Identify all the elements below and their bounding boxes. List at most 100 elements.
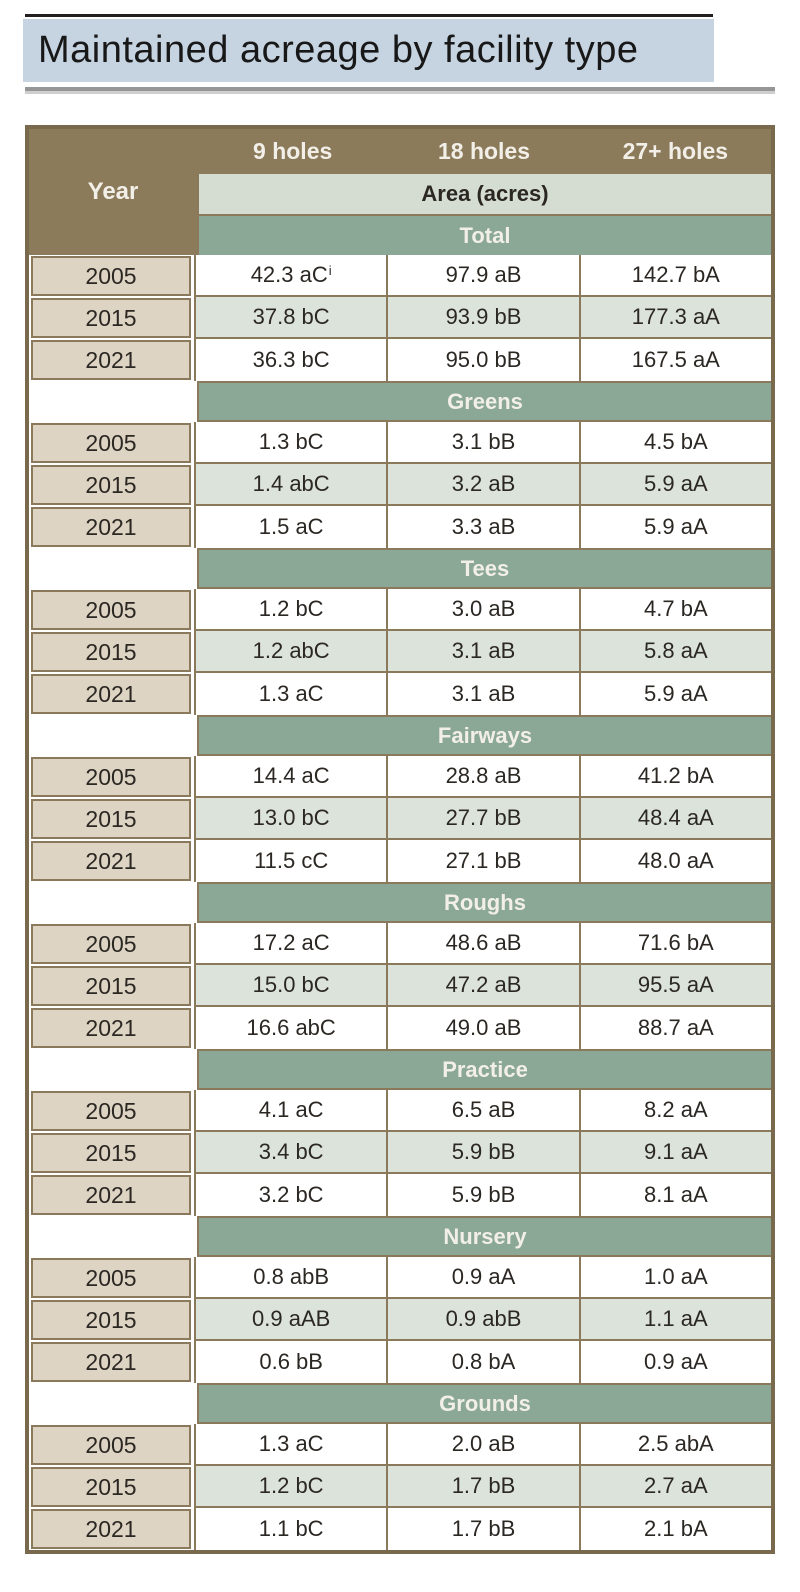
year-cell: 2015 (31, 966, 191, 1006)
data-cell: 5.9 bB (386, 1132, 579, 1174)
table-row: 2015 1.4 abC 3.2 aB 5.9 aA (29, 464, 771, 506)
data-cell: 17.2 aC (194, 923, 387, 965)
section-header-row: Tees (29, 548, 771, 589)
data-cell: 48.4 aA (578, 798, 771, 840)
column-headers-row: 9 holes 18 holes 27+ holes (197, 129, 771, 174)
data-cell: 27.1 bB (386, 840, 579, 882)
data-cell: 4.1 aC (194, 1090, 387, 1132)
data-cell: 1.5 aC (194, 506, 387, 548)
year-cell: 2015 (31, 1300, 191, 1340)
table-row: 2015 1.2 bC 1.7 bB 2.7 aA (29, 1466, 771, 1508)
year-cell: 2021 (31, 1509, 191, 1549)
section-band-total: Total (199, 216, 771, 255)
year-cell: 2015 (31, 465, 191, 505)
data-cell: 0.9 abB (386, 1299, 579, 1341)
table-row: 2005 42.3 aC i 97.9 aB 142.7 bA (29, 255, 771, 297)
table-row: 2021 3.2 bC 5.9 bB 8.1 aA (29, 1174, 771, 1216)
table-row: 2021 1.1 bC 1.7 bB 2.1 bA (29, 1508, 771, 1550)
section-left-spacer (29, 381, 197, 422)
year-cell: 2021 (31, 507, 191, 547)
year-cell: 2021 (31, 1175, 191, 1215)
data-cell: 49.0 aB (386, 1007, 579, 1049)
year-column-header: Year (29, 129, 197, 255)
data-cell: 36.3 bC (194, 339, 387, 381)
section-header-row: Fairways (29, 715, 771, 756)
data-cell: 0.9 aAB (194, 1299, 387, 1341)
table-row: 2015 37.8 bC 93.9 bB 177.3 aA (29, 297, 771, 339)
data-cell: 8.1 aA (578, 1174, 771, 1216)
data-cell: 4.7 bA (578, 589, 771, 631)
data-cell: 13.0 bC (194, 798, 387, 840)
section-left-spacer (29, 882, 197, 923)
data-cell: 28.8 aB (386, 756, 579, 798)
section-band-practice: Practice (197, 1049, 771, 1090)
data-cell: 97.9 aB (386, 255, 579, 297)
data-cell: 1.7 bB (386, 1508, 579, 1550)
data-cell: 3.1 aB (386, 673, 579, 715)
data-cell: 95.0 bB (386, 339, 579, 381)
section-header-row: Greens (29, 381, 771, 422)
section-header-row: Roughs (29, 882, 771, 923)
year-cell: 2015 (31, 1467, 191, 1507)
year-cell: 2015 (31, 632, 191, 672)
table-row: 2021 11.5 cC 27.1 bB 48.0 aA (29, 840, 771, 882)
table-row: 2005 4.1 aC 6.5 aB 8.2 aA (29, 1090, 771, 1132)
data-cell: 1.1 aA (578, 1299, 771, 1341)
data-cell: 2.1 bA (578, 1508, 771, 1550)
data-cell: 48.0 aA (578, 840, 771, 882)
data-cell: 1.2 abC (194, 631, 387, 673)
column-header-27-holes: 27+ holes (622, 138, 729, 164)
year-cell: 2005 (31, 423, 191, 463)
year-cell: 2005 (31, 757, 191, 797)
data-cell: 0.9 aA (578, 1341, 771, 1383)
data-cell: 8.2 aA (578, 1090, 771, 1132)
data-cell: 1.0 aA (578, 1257, 771, 1299)
data-cell: 1.2 bC (194, 589, 387, 631)
column-header-18-holes: 18 holes (437, 138, 531, 164)
section-band-tees: Tees (197, 548, 771, 589)
table-row: 2005 1.3 aC 2.0 aB 2.5 abA (29, 1424, 771, 1466)
acreage-table: Year 9 holes 18 holes 27+ holes Area (ac… (25, 125, 775, 1554)
table-row: 2005 1.3 bC 3.1 bB 4.5 bA (29, 422, 771, 464)
data-cell: 16.6 abC (194, 1007, 387, 1049)
year-cell: 2021 (31, 841, 191, 881)
table-row: 2021 16.6 abC 49.0 aB 88.7 aA (29, 1007, 771, 1049)
data-cell: 42.3 aC i (194, 255, 387, 297)
area-acres-spanner: Area (acres) (199, 174, 771, 214)
data-cell: 41.2 bA (578, 756, 771, 798)
data-cell: 3.2 bC (194, 1174, 387, 1216)
data-cell: 0.6 bB (194, 1341, 387, 1383)
data-cell: 11.5 cC (194, 840, 387, 882)
year-cell: 2021 (31, 1342, 191, 1382)
data-cell: 177.3 aA (578, 297, 771, 339)
data-cell: 47.2 aB (386, 965, 579, 1007)
year-cell: 2015 (31, 1133, 191, 1173)
section-left-spacer (29, 1383, 197, 1424)
data-cell: 5.8 aA (578, 631, 771, 673)
data-cell: 71.6 bA (578, 923, 771, 965)
section-left-spacer (29, 548, 197, 589)
year-cell: 2021 (31, 340, 191, 380)
table-row: 2005 14.4 aC 28.8 aB 41.2 bA (29, 756, 771, 798)
data-cell: 0.9 aA (386, 1257, 579, 1299)
header-right: 9 holes 18 holes 27+ holes Area (acres) … (197, 129, 771, 255)
section-band-fairways: Fairways (197, 715, 771, 756)
data-cell: 1.4 abC (194, 464, 387, 506)
data-cell: 0.8 abB (194, 1257, 387, 1299)
table-row: 2021 36.3 bC 95.0 bB 167.5 aA (29, 339, 771, 381)
table-row: 2021 1.5 aC 3.3 aB 5.9 aA (29, 506, 771, 548)
data-cell: 1.2 bC (194, 1466, 387, 1508)
title-band: Maintained acreage by facility type (23, 19, 714, 82)
data-cell: 2.7 aA (578, 1466, 771, 1508)
data-cell: 5.9 bB (386, 1174, 579, 1216)
data-cell: 1.7 bB (386, 1466, 579, 1508)
data-cell: 1.3 aC (194, 1424, 387, 1466)
data-cell: 1.3 aC (194, 673, 387, 715)
data-cell: 167.5 aA (578, 339, 771, 381)
table-row: 2015 1.2 abC 3.1 aB 5.8 aA (29, 631, 771, 673)
title-top-rule (25, 14, 713, 17)
data-cell: 2.5 abA (578, 1424, 771, 1466)
data-cell: 3.1 bB (386, 422, 579, 464)
data-cell: 48.6 aB (386, 923, 579, 965)
data-cell: 3.1 aB (386, 631, 579, 673)
